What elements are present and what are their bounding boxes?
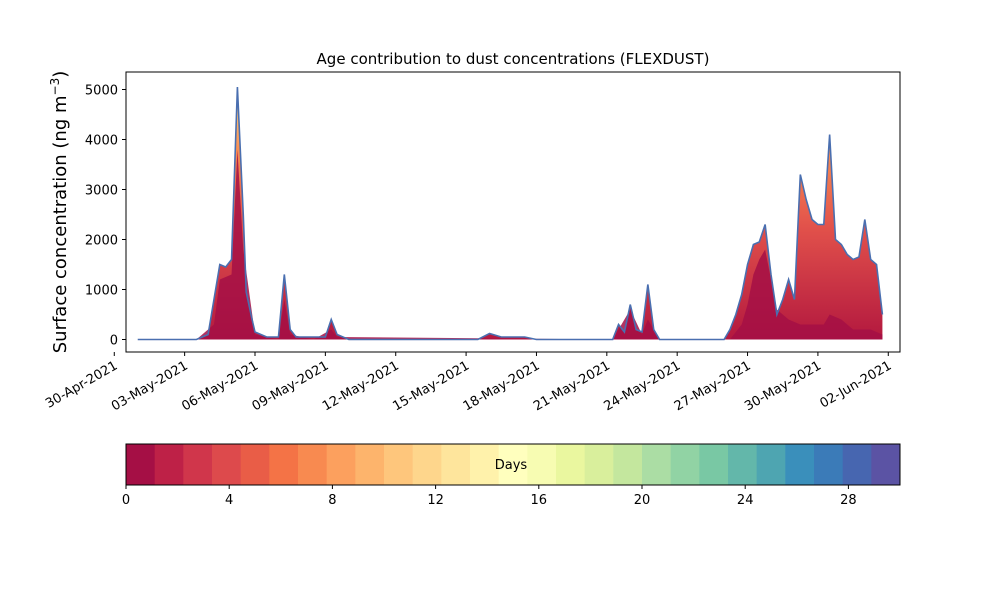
colorbar-tick-label: 8 (328, 493, 336, 508)
plot-frame (125, 71, 901, 353)
colorbar-cell (728, 444, 758, 485)
plot-area (137, 86, 884, 341)
colorbar-cell (212, 444, 242, 485)
fresh-dust-area (137, 149, 883, 340)
colorbar-cell (269, 444, 299, 485)
x-tick-label: 09-May-2021 (250, 358, 332, 414)
colorbar-cell (613, 444, 643, 485)
colorbar-cell (384, 444, 414, 485)
colorbar-cell (326, 444, 356, 485)
y-axis-label: Surface concentration (ng m−3) (48, 71, 71, 354)
x-tick-label: 30-May-2021 (742, 358, 824, 414)
y-axis-label-close: ) (50, 71, 71, 78)
colorbar-tick-label: 0 (122, 493, 130, 508)
colorbar-cell (355, 444, 385, 485)
series-layer (137, 86, 884, 341)
colorbar-label: Days (495, 458, 528, 473)
colorbar-cell (642, 444, 672, 485)
y-tick-label: 4000 (85, 134, 118, 149)
colorbar-tick-label: 28 (840, 493, 857, 508)
colorbar-cell (527, 444, 557, 485)
colorbar-cell (126, 444, 156, 485)
colorbar-cell (470, 444, 500, 485)
y-tick-label: 0 (110, 334, 118, 349)
y-axis-label-exponent: −3 (48, 78, 62, 96)
colorbar-tick-label: 24 (737, 493, 754, 508)
colorbar-cell (670, 444, 700, 485)
colorbar-cell (556, 444, 586, 485)
colorbar-cell (498, 444, 528, 485)
colorbar: Days 0 4 8 12 16 20 24 28 (122, 443, 901, 508)
y-axis: 0 1000 2000 3000 4000 5000 (85, 84, 126, 349)
x-tick-label: 06-May-2021 (179, 358, 261, 414)
colorbar-cell (756, 444, 786, 485)
x-tick-label: 12-May-2021 (320, 358, 402, 414)
x-tick-label: 30-Apr-2021 (43, 358, 120, 411)
colorbar-cell (842, 444, 872, 485)
colorbar-cell (183, 444, 213, 485)
colorbar-cell (412, 444, 442, 485)
total-outline (137, 86, 884, 341)
x-tick-label: 02-Jun-2021 (817, 358, 894, 411)
x-tick-label: 03-May-2021 (109, 358, 191, 414)
y-axis-label-text: Surface concentration (ng m (50, 95, 71, 353)
x-tick-label: 21-May-2021 (531, 358, 613, 414)
colorbar-ticks: 0 4 8 12 16 20 24 28 (122, 485, 857, 508)
colorbar-cell (814, 444, 844, 485)
colorbar-cell (298, 444, 328, 485)
colorbar-cell (154, 444, 184, 485)
colorbar-frame (125, 443, 901, 486)
colorbar-tick-label: 16 (531, 493, 548, 508)
y-tick-label: 5000 (85, 84, 118, 99)
y-tick-label: 1000 (85, 284, 118, 299)
x-tick-label: 18-May-2021 (461, 358, 543, 414)
colorbar-cells (126, 444, 901, 485)
x-tick-label: 27-May-2021 (672, 358, 754, 414)
colorbar-cell (240, 444, 270, 485)
colorbar-tick-label: 4 (225, 493, 233, 508)
x-tick-label: 15-May-2021 (390, 358, 472, 414)
colorbar-cell (699, 444, 729, 485)
colorbar-cell (871, 444, 901, 485)
colorbar-cell (785, 444, 815, 485)
colorbar-tick-label: 20 (634, 493, 651, 508)
colorbar-cell (584, 444, 614, 485)
y-tick-label: 3000 (85, 184, 118, 199)
colorbar-tick-label: 12 (427, 493, 444, 508)
chart-title: Age contribution to dust concentrations … (317, 50, 710, 68)
colorbar-cell (441, 444, 471, 485)
y-tick-label: 2000 (85, 234, 118, 249)
x-tick-label: 24-May-2021 (602, 358, 684, 414)
x-axis: 30-Apr-202103-May-202106-May-202109-May-… (43, 352, 894, 414)
